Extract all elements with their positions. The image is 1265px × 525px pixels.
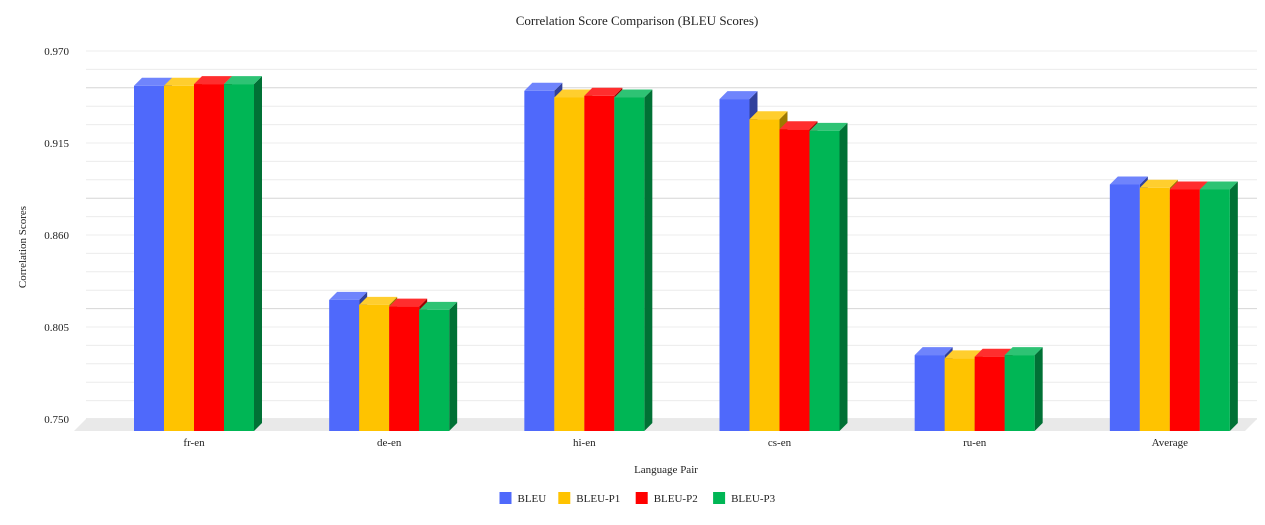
legend-label: BLEU-P3 bbox=[731, 493, 776, 505]
y-axis-label: Correlation Scores bbox=[17, 206, 29, 288]
legend-item-bleu-p3[interactable]: BLEU-P3 bbox=[713, 492, 776, 505]
x-tick-label: cs-en bbox=[768, 437, 792, 449]
x-tick-label: de-en bbox=[377, 437, 402, 449]
y-tick-label: 0.750 bbox=[44, 414, 69, 426]
bar-bleu-p3-average bbox=[1199, 181, 1238, 431]
bar-bleu-p3-de-en bbox=[419, 301, 458, 431]
x-tick-label: Average bbox=[1152, 437, 1189, 449]
x-axis-label: Language Pair bbox=[634, 464, 698, 476]
grid-lines bbox=[86, 50, 1257, 420]
legend-item-bleu[interactable]: BLEU bbox=[499, 492, 547, 505]
y-tick-label: 0.970 bbox=[44, 46, 69, 58]
legend-swatch bbox=[499, 492, 512, 504]
legend: BLEU BLEU-P1 BLEU-P2 BLEU-P3 bbox=[499, 492, 776, 505]
bar-bleu-p3-ru-en bbox=[1004, 347, 1043, 431]
legend-swatch bbox=[635, 492, 648, 504]
legend-label: BLEU bbox=[518, 493, 547, 505]
y-tick-label: 0.860 bbox=[44, 230, 69, 242]
bar-bleu-p3-fr-en bbox=[224, 76, 262, 431]
bar-bleu-p3-cs-en bbox=[809, 122, 848, 431]
chart-title: Correlation Score Comparison (BLEU Score… bbox=[516, 13, 759, 28]
bar-bleu-ru-en bbox=[914, 347, 953, 431]
x-tick-label: hi-en bbox=[573, 437, 596, 449]
y-tick-label: 0.805 bbox=[44, 322, 69, 334]
y-tick-label: 0.915 bbox=[44, 138, 69, 150]
legend-swatch bbox=[558, 492, 571, 504]
x-tick-labels: fr-en de-en hi-en cs-en ru-en Average bbox=[183, 437, 1188, 449]
bars bbox=[134, 76, 1238, 432]
legend-label: BLEU-P2 bbox=[654, 493, 698, 505]
legend-label: BLEU-P1 bbox=[576, 493, 620, 505]
legend-item-bleu-p1[interactable]: BLEU-P1 bbox=[558, 492, 620, 505]
x-tick-label: fr-en bbox=[183, 437, 205, 449]
legend-item-bleu-p2[interactable]: BLEU-P2 bbox=[635, 492, 698, 505]
x-tick-label: ru-en bbox=[963, 437, 987, 449]
legend-swatch bbox=[713, 492, 726, 504]
y-tick-labels: 0.970 0.915 0.860 0.805 0.750 bbox=[44, 46, 69, 426]
bar-bleu-p3-hi-en bbox=[614, 89, 653, 432]
